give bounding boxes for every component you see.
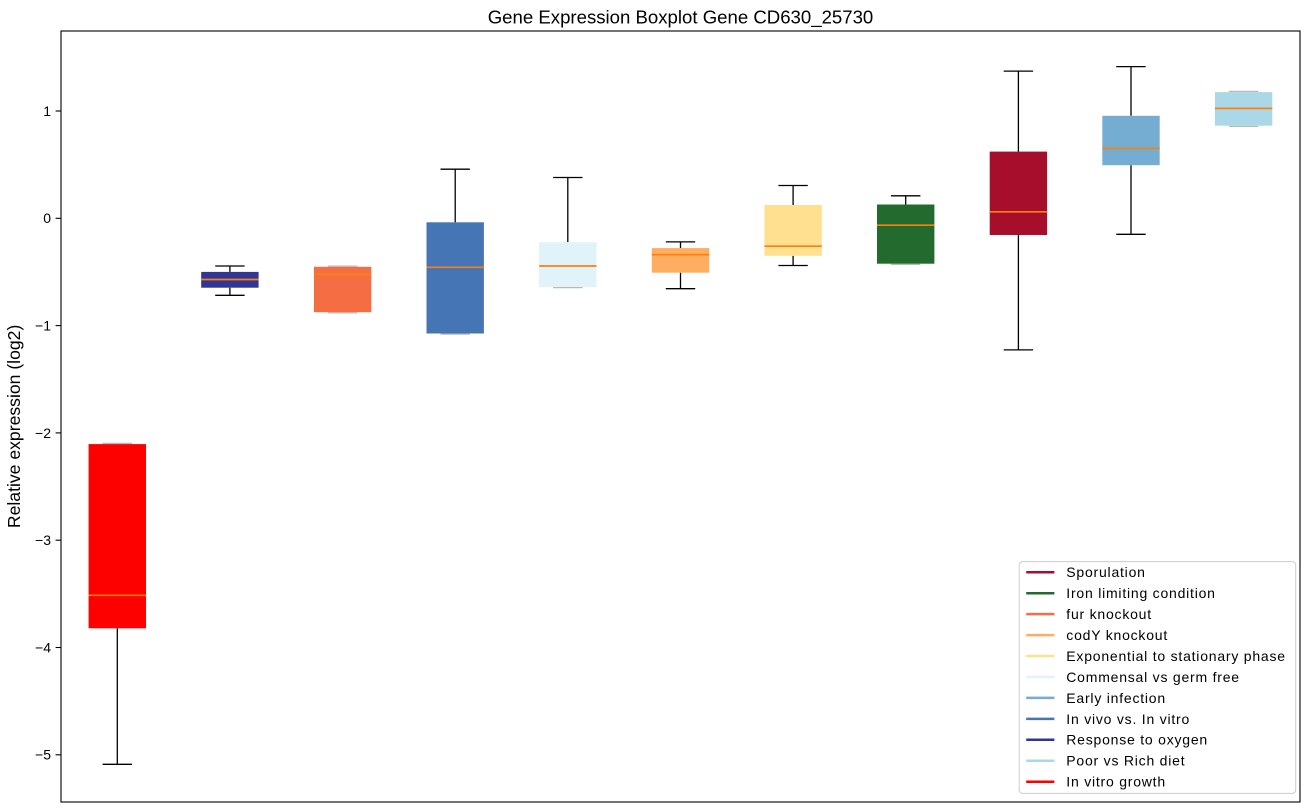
svg-text:−4: −4 xyxy=(35,639,51,655)
svg-text:Commensal vs germ free: Commensal vs germ free xyxy=(1066,669,1240,685)
svg-text:Gene Expression Boxplot Gene C: Gene Expression Boxplot Gene CD630_25730 xyxy=(488,6,874,28)
svg-text:Exponential to stationary phas: Exponential to stationary phase xyxy=(1066,648,1286,664)
svg-text:−2: −2 xyxy=(35,425,51,441)
svg-text:−5: −5 xyxy=(35,747,51,763)
svg-text:1: 1 xyxy=(43,103,51,119)
svg-text:codY knockout: codY knockout xyxy=(1066,627,1168,643)
svg-text:fur knockout: fur knockout xyxy=(1066,606,1152,622)
svg-text:Response to oxygen: Response to oxygen xyxy=(1066,732,1208,748)
svg-text:In vitro growth: In vitro growth xyxy=(1066,774,1166,790)
svg-text:Iron limiting condition: Iron limiting condition xyxy=(1066,585,1215,601)
svg-text:−1: −1 xyxy=(35,318,51,334)
svg-text:Relative expression (log2): Relative expression (log2) xyxy=(4,325,24,528)
svg-text:In vivo vs. In vitro: In vivo vs. In vitro xyxy=(1066,711,1190,727)
svg-text:Early infection: Early infection xyxy=(1066,690,1166,706)
svg-text:−3: −3 xyxy=(35,532,51,548)
svg-text:Sporulation: Sporulation xyxy=(1066,564,1145,580)
svg-text:Poor vs Rich diet: Poor vs Rich diet xyxy=(1066,753,1185,769)
svg-text:0: 0 xyxy=(43,210,51,226)
